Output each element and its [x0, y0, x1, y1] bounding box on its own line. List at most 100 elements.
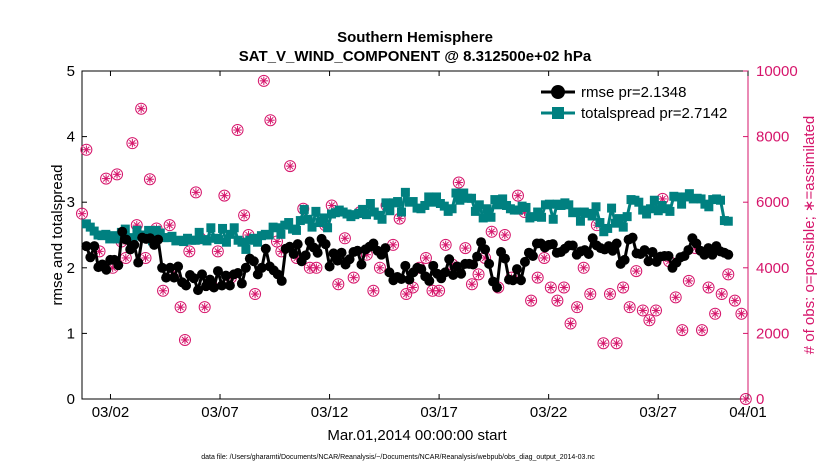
- rmse-point: [619, 254, 630, 265]
- x-tick-label: 04/01: [729, 404, 767, 421]
- totalspread-point: [665, 206, 675, 216]
- obs-assimilated-point: [141, 253, 150, 263]
- totalspread-point: [498, 194, 508, 204]
- obs-assimilated-point: [730, 296, 740, 305]
- rmse-point: [165, 262, 176, 273]
- totalspread-point: [575, 216, 585, 226]
- rmse-point: [723, 249, 734, 260]
- obs-assimilated-point: [724, 270, 733, 279]
- totalspread-point: [474, 200, 484, 210]
- rmse-point: [81, 241, 92, 252]
- obs-possible-point: [264, 114, 277, 127]
- totalspread-point: [544, 199, 554, 209]
- x-tick-label: 03/22: [530, 404, 568, 421]
- y-tick-label-right: 8000: [756, 129, 789, 146]
- totalspread-point: [194, 227, 204, 237]
- obs-possible-point: [174, 301, 187, 314]
- obs-possible-point: [695, 324, 708, 337]
- obs-possible-point: [564, 317, 577, 330]
- rmse-point: [707, 249, 718, 260]
- rmse-point: [511, 264, 522, 275]
- obs-assimilated-point: [586, 289, 595, 299]
- obs-assimilated-point: [136, 104, 146, 113]
- y-tick-label-left: 5: [67, 63, 75, 80]
- obs-assimilated-point: [717, 289, 726, 299]
- y-tick-label-left: 2: [67, 260, 75, 277]
- obs-possible-point: [649, 304, 662, 317]
- totalspread-point: [113, 234, 123, 244]
- totalspread-point: [155, 228, 165, 238]
- obs-possible-point: [597, 337, 610, 350]
- obs-possible-point: [702, 281, 715, 294]
- totalspread-point: [591, 202, 601, 212]
- totalspread-point: [494, 200, 504, 210]
- obs-assimilated-point: [408, 283, 418, 292]
- totalspread-point: [486, 212, 496, 222]
- legend-rmse-marker: [551, 85, 565, 99]
- x-tick-label: 03/27: [639, 404, 677, 421]
- obs-possible-point: [603, 288, 616, 301]
- obs-possible-point: [143, 173, 156, 186]
- totalspread-point: [132, 225, 142, 235]
- obs-possible-point: [498, 229, 511, 241]
- obs-possible-point: [610, 337, 623, 350]
- totalspread-point: [455, 195, 465, 205]
- obs-assimilated-point: [402, 289, 411, 299]
- totalspread-point: [533, 207, 543, 217]
- obs-possible-point: [525, 294, 538, 307]
- obs-possible-point: [367, 284, 380, 297]
- totalspread-point: [284, 218, 294, 228]
- rmse-point: [484, 258, 495, 269]
- obs-possible-point: [332, 278, 345, 291]
- rmse-point: [204, 274, 215, 285]
- obs-assimilated-point: [421, 253, 431, 263]
- totalspread-point: [303, 214, 313, 224]
- totalspread-point: [607, 203, 617, 213]
- totalspread-point: [459, 188, 469, 198]
- obs-possible-point: [189, 186, 202, 199]
- obs-possible-point: [198, 301, 211, 314]
- obs-possible-point: [439, 238, 452, 251]
- obs-assimilated-point: [605, 289, 615, 299]
- obs-possible-point: [617, 281, 630, 294]
- obs-assimilated-point: [678, 325, 687, 335]
- totalspread-point: [649, 195, 659, 205]
- obs-assimilated-point: [638, 306, 648, 315]
- rmse-point: [336, 247, 347, 258]
- y-tick-label-left: 1: [67, 325, 75, 342]
- legend-rmse-label: rmse pr=2.1348: [581, 84, 686, 101]
- rmse-point: [133, 257, 144, 268]
- rmse-point: [208, 282, 219, 293]
- rmse-point: [611, 238, 622, 249]
- rmse-point: [424, 275, 435, 286]
- obs-assimilated-point: [165, 220, 174, 230]
- obs-possible-point: [531, 271, 544, 284]
- y-tick-label-right: 4000: [756, 260, 789, 277]
- obs-possible-point: [511, 189, 524, 202]
- obs-assimilated-point: [500, 230, 510, 240]
- rmse-point: [220, 270, 231, 281]
- obs-possible-point: [557, 281, 570, 294]
- obs-possible-point: [80, 143, 93, 156]
- legend-box: [532, 79, 739, 131]
- totalspread-point: [603, 223, 613, 233]
- rmse-point: [527, 250, 538, 261]
- totalspread-point: [521, 202, 531, 212]
- totalspread-point: [428, 197, 438, 207]
- obs-assimilated-point: [651, 306, 661, 315]
- obs-assimilated-point: [540, 253, 549, 263]
- totalspread-point: [424, 192, 434, 202]
- obs-assimilated-point: [185, 247, 194, 256]
- obs-assimilated-point: [388, 240, 398, 250]
- obs-possible-point: [623, 301, 636, 314]
- obs-assimilated-point: [533, 273, 542, 282]
- totalspread-point: [595, 218, 605, 228]
- totalspread-point: [634, 197, 644, 207]
- rmse-point: [468, 259, 479, 270]
- totalspread-point: [673, 192, 683, 202]
- rmse-point: [320, 239, 331, 250]
- legend-totalspread-marker: [552, 107, 564, 119]
- obs-assimilated-point: [546, 283, 556, 292]
- obs-possible-point: [584, 288, 597, 301]
